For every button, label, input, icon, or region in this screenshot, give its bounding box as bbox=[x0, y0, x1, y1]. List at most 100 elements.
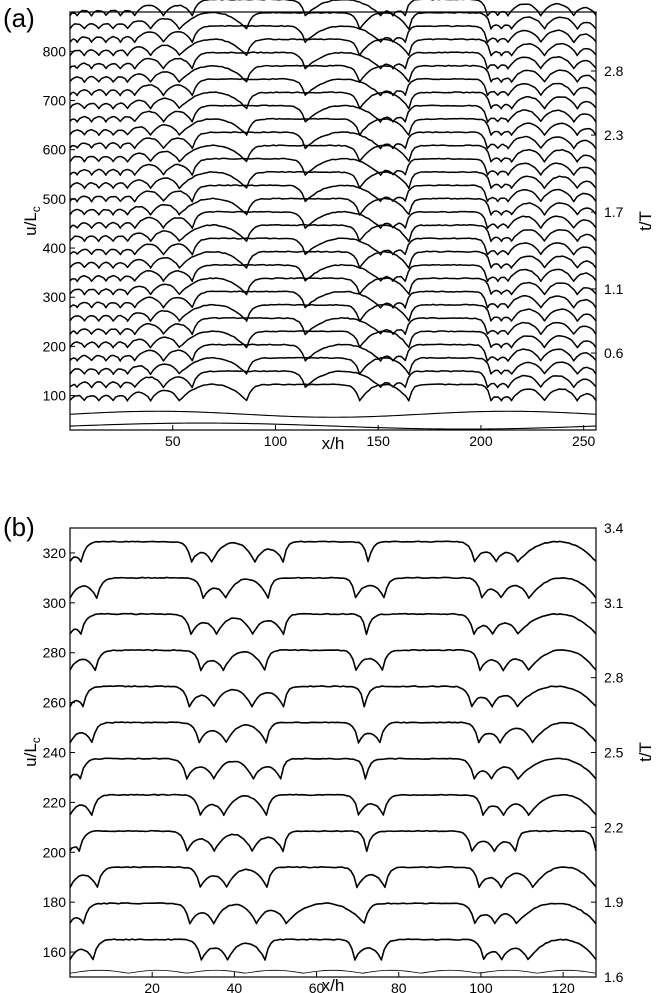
panel-a-y2tick-label: 0.6 bbox=[604, 345, 624, 361]
panel-a-front bbox=[69, 383, 597, 402]
panel-b: (b) 20 40 60 80 100 120 160 180 200 220 240 260 280… bbox=[3, 512, 655, 993]
panel-a-front bbox=[69, 197, 597, 216]
panel-a-y2tick-label: 1.1 bbox=[604, 281, 624, 297]
panel-a-front bbox=[69, 91, 597, 110]
panel-a-front bbox=[69, 210, 597, 230]
panel-b-front bbox=[69, 576, 597, 600]
panel-b-ytick-label: 240 bbox=[43, 745, 67, 761]
panel-a-front bbox=[69, 77, 597, 97]
panel-a-y2tick-label: 2.3 bbox=[604, 127, 624, 143]
panel-a-front bbox=[69, 356, 597, 376]
panel-b-y2tick-label: 1.6 bbox=[604, 969, 624, 985]
panel-b-y2tick-label: 1.9 bbox=[604, 894, 624, 910]
panel-a-front bbox=[69, 330, 597, 349]
panel-a-ytick-label: 500 bbox=[43, 191, 67, 207]
panel-b-front bbox=[69, 648, 597, 672]
panel-a-front bbox=[69, 277, 597, 296]
panel-a-front bbox=[69, 263, 597, 283]
panel-a-front bbox=[69, 131, 597, 150]
panel-a-frame bbox=[69, 11, 597, 431]
panel-a-ytick-label: 200 bbox=[43, 338, 67, 354]
panel-a-xlabel: x/h bbox=[322, 434, 345, 453]
panel-b-xtick-label: 80 bbox=[391, 980, 407, 993]
panel-a-front bbox=[69, 38, 597, 57]
panel-a-front bbox=[69, 117, 597, 137]
panel-a-front bbox=[69, 370, 597, 389]
panel-b-y2tick-label: 2.5 bbox=[604, 745, 624, 761]
panel-a-front bbox=[69, 11, 597, 30]
panel-a-ylabel-main: u/L bbox=[21, 212, 40, 236]
panel-a-x-ticks: 50 100 150 200 250 bbox=[165, 425, 596, 449]
panel-b-ytick-label: 180 bbox=[43, 894, 67, 910]
panel-a-front bbox=[69, 184, 597, 203]
panel-b-ytick-label: 220 bbox=[43, 794, 67, 810]
panel-a-y2-ticks: 0.6 1.1 1.7 2.3 2.8 bbox=[591, 63, 624, 361]
panel-b-label: (b) bbox=[3, 512, 35, 542]
panel-a-ytick-label: 400 bbox=[43, 240, 67, 256]
panel-a-ytick-label: 100 bbox=[43, 388, 67, 404]
panel-a-y-ticks: 100 200 300 400 500 600 700 800 bbox=[43, 43, 75, 404]
panel-a-front bbox=[69, 64, 597, 84]
panel-a: (a) 50 100 150 200 250 100 200 300 400 500 600 700… bbox=[3, 0, 655, 453]
panel-a-front bbox=[69, 290, 597, 309]
panel-a-xtick-label: 150 bbox=[367, 433, 391, 449]
panel-a-front bbox=[69, 24, 597, 44]
panel-b-fronts bbox=[69, 540, 597, 974]
panel-b-xtick-label: 100 bbox=[469, 980, 493, 993]
panel-b-xtick-label: 40 bbox=[227, 980, 243, 993]
panel-b-ylabel-main: u/L bbox=[21, 743, 40, 767]
panel-b-y2-ticks: 1.6 1.9 2.2 2.5 2.8 3.1 3.4 bbox=[591, 520, 624, 985]
panel-a-xtick-label: 250 bbox=[572, 433, 596, 449]
panel-b-ytick-label: 200 bbox=[43, 844, 67, 860]
panel-a-xtick-label: 100 bbox=[264, 433, 288, 449]
panel-b-y2tick-label: 3.1 bbox=[604, 595, 624, 611]
panel-b-ytick-label: 300 bbox=[43, 595, 67, 611]
panel-a-ylabel: u/Lc bbox=[21, 206, 43, 236]
panel-a-ytick-label: 700 bbox=[43, 93, 67, 109]
panel-a-front bbox=[69, 144, 597, 163]
panel-b-ytick-label: 160 bbox=[43, 944, 67, 960]
panel-a-ytick-label: 600 bbox=[43, 142, 67, 158]
panel-a-front bbox=[69, 303, 597, 322]
panel-b-front bbox=[69, 793, 597, 817]
panel-b-front bbox=[69, 612, 597, 636]
panel-b-front bbox=[69, 829, 597, 853]
panel-b-x-ticks: 20 40 60 80 100 120 bbox=[144, 972, 575, 993]
panel-a-front bbox=[69, 316, 597, 336]
panel-a-ytick-label: 300 bbox=[43, 289, 67, 305]
panel-b-front bbox=[69, 540, 597, 563]
panel-b-y2tick-label: 2.2 bbox=[604, 819, 624, 835]
panel-b-y2tick-label: 3.4 bbox=[604, 520, 624, 536]
panel-b-frame bbox=[69, 527, 597, 978]
panel-b-xtick-label: 120 bbox=[551, 980, 575, 993]
panel-b-front bbox=[69, 938, 597, 961]
panel-b-front bbox=[69, 757, 597, 780]
panel-b-ylabel: u/Lc bbox=[21, 737, 43, 767]
panel-a-ytick-label: 800 bbox=[43, 43, 67, 59]
panel-b-front bbox=[69, 969, 597, 974]
panel-b-y2tick-label: 2.8 bbox=[604, 670, 624, 686]
panel-b-front bbox=[69, 685, 597, 708]
panel-a-y2label: t/T bbox=[636, 211, 655, 231]
panel-a-label: (a) bbox=[3, 3, 35, 33]
panel-b-xtick-label: 60 bbox=[309, 980, 325, 993]
panel-a-front bbox=[69, 343, 597, 362]
panel-a-xtick-label: 50 bbox=[165, 433, 181, 449]
panel-b-front bbox=[69, 865, 597, 889]
panel-b-front bbox=[69, 902, 597, 925]
panel-b-ytick-label: 260 bbox=[43, 695, 67, 711]
panel-b-y-ticks: 160 180 200 220 240 260 280 300 320 bbox=[43, 545, 75, 960]
panel-a-front bbox=[69, 422, 597, 430]
panel-b-ylabel-sub: c bbox=[29, 737, 43, 743]
panel-b-front bbox=[69, 721, 597, 744]
panel-a-ylabel-sub: c bbox=[29, 206, 43, 212]
panel-a-front bbox=[69, 51, 597, 70]
panel-a-front bbox=[69, 170, 597, 190]
panel-a-front bbox=[69, 157, 597, 176]
panel-a-front bbox=[69, 223, 597, 243]
panel-a-xtick-label: 200 bbox=[469, 433, 493, 449]
panel-a-front bbox=[69, 250, 597, 269]
panel-a-front bbox=[69, 410, 597, 418]
panel-b-ytick-label: 280 bbox=[43, 645, 67, 661]
